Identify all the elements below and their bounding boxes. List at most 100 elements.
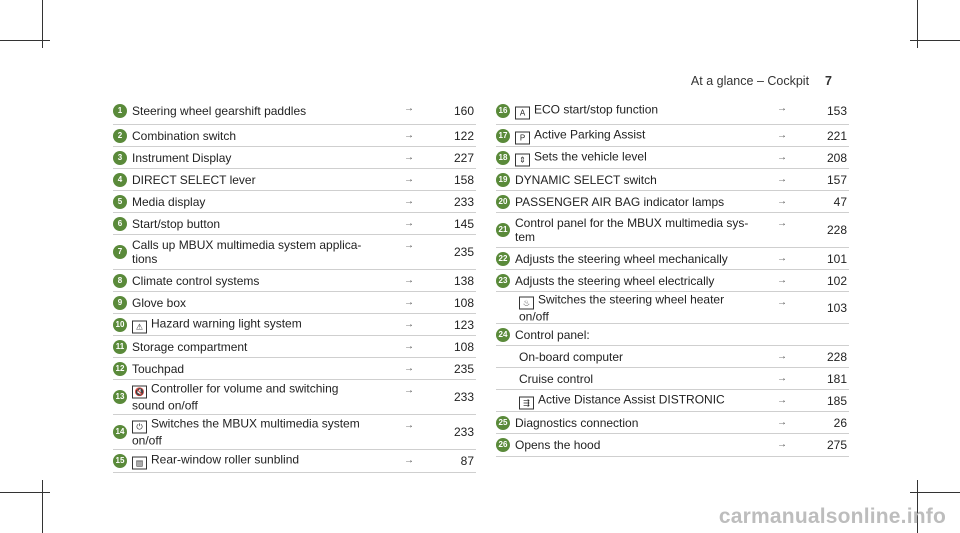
- item-label: Climate control systems: [132, 274, 402, 288]
- page-reference[interactable]: 228: [826, 349, 847, 364]
- page-reference[interactable]: 138: [453, 273, 474, 288]
- vehicle-level-icon: ⇕: [515, 153, 530, 166]
- item-number-badge: 15: [113, 454, 127, 468]
- item-number-badge: 24: [496, 327, 510, 342]
- page-reference[interactable]: 153: [826, 104, 847, 118]
- page-reference[interactable]: 102: [826, 273, 847, 288]
- item-text: Storage compartment: [132, 339, 248, 354]
- item-text: On-board computer: [519, 349, 624, 364]
- page-reference[interactable]: 233: [453, 194, 474, 209]
- item-label: DIRECT SELECT lever: [132, 173, 402, 187]
- item-text: Controller for volume and switching soun…: [132, 381, 339, 413]
- item-text: Media display: [132, 194, 206, 209]
- page-reference[interactable]: 185: [826, 393, 847, 408]
- item-label: Media display: [132, 195, 402, 209]
- page-reference[interactable]: 158: [453, 172, 474, 187]
- item-label: Combination switch: [132, 129, 402, 143]
- arrow-icon: →: [404, 385, 414, 396]
- item-label: ⇶ Active Distance Assist DISTRONIC: [519, 392, 789, 409]
- arrow-icon: →: [777, 253, 787, 264]
- item-label: Start/stop button: [132, 217, 402, 231]
- left-column: 1 Steering wheel gearshift paddles → 160 2 Co…: [113, 98, 476, 473]
- item-text: Control panel:: [515, 327, 590, 342]
- page-reference[interactable]: 235: [453, 361, 474, 376]
- list-item: 17 P Active Parking Assist → 221: [496, 125, 849, 147]
- mute-icon: 🔇: [132, 385, 147, 399]
- list-item: 16 A ECO start/stop function → 153: [496, 98, 849, 125]
- item-number-badge: 1: [113, 104, 127, 118]
- page-reference[interactable]: 227: [453, 150, 474, 165]
- arrow-icon: →: [404, 103, 414, 114]
- parking-icon: P: [515, 131, 530, 144]
- item-text: PASSENGER AIR BAG indicator lamps: [515, 194, 725, 209]
- page-reference[interactable]: 101: [826, 251, 847, 266]
- list-item: 19 DYNAMIC SELECT switch → 157: [496, 169, 849, 191]
- page-reference[interactable]: 275: [826, 438, 847, 452]
- page-reference[interactable]: 181: [826, 371, 847, 386]
- item-number-badge: 8: [113, 273, 127, 288]
- page-reference[interactable]: 233: [453, 390, 474, 404]
- arrow-icon: →: [777, 152, 787, 163]
- page-reference[interactable]: 123: [453, 317, 474, 332]
- page-reference[interactable]: 87: [460, 454, 474, 468]
- arrow-icon: →: [777, 417, 787, 428]
- arrow-icon: →: [404, 218, 414, 229]
- item-text: Active Distance Assist DISTRONIC: [538, 392, 725, 406]
- page-reference[interactable]: 47: [833, 194, 847, 209]
- page-reference[interactable]: 233: [453, 425, 474, 439]
- list-item: 11 Storage compartment → 108: [113, 336, 476, 358]
- page-reference[interactable]: 228: [826, 223, 847, 237]
- page-reference[interactable]: 122: [453, 128, 474, 143]
- arrow-icon: →: [404, 275, 414, 286]
- arrow-icon: →: [777, 130, 787, 141]
- item-label: Adjusts the steering wheel electrically: [515, 274, 785, 288]
- list-item: 24 Control panel:: [496, 324, 849, 346]
- item-number-badge: 11: [113, 339, 127, 354]
- item-label: On-board computer: [519, 350, 789, 364]
- arrow-icon: →: [777, 439, 787, 450]
- page-reference[interactable]: 103: [826, 300, 847, 315]
- item-label: Adjusts the steering wheel mechanically: [515, 252, 785, 266]
- list-item: 8 Climate control systems → 138: [113, 270, 476, 292]
- page-reference[interactable]: 145: [453, 216, 474, 231]
- item-text: Hazard warning light system: [151, 316, 302, 330]
- item-label: ⏻ Switches the MBUX multimedia system on/…: [132, 417, 402, 448]
- list-item: 7 Calls up MBUX multimedia system applica…: [113, 235, 476, 270]
- arrow-icon: →: [777, 103, 787, 114]
- item-number-badge: 21: [496, 223, 510, 237]
- item-text: Switches the steering wheel heater on/of…: [519, 292, 725, 323]
- arrow-icon: →: [777, 395, 787, 406]
- page-reference[interactable]: 235: [453, 245, 474, 259]
- item-label: ♨ Switches the steering wheel heater on/o…: [519, 292, 789, 323]
- page-reference[interactable]: 26: [833, 415, 847, 430]
- item-number-badge: 17: [496, 128, 510, 143]
- hazard-icon: ⚠: [132, 320, 147, 333]
- page-reference[interactable]: 160: [453, 104, 474, 118]
- item-text: Instrument Display: [132, 150, 232, 165]
- arrow-icon: →: [404, 174, 414, 185]
- arrow-icon: →: [777, 297, 787, 308]
- item-number-badge: 7: [113, 245, 127, 259]
- item-label: Diagnostics connection: [515, 416, 785, 430]
- item-label: 🔇 Controller for volume and switching sou…: [132, 382, 402, 413]
- item-label: Calls up MBUX multimedia system applica-…: [132, 238, 402, 266]
- list-item: 26 Opens the hood → 275: [496, 434, 849, 457]
- page-reference[interactable]: 221: [826, 128, 847, 143]
- item-number-badge: 10: [113, 317, 127, 332]
- eco-icon: A: [515, 106, 530, 120]
- item-text: Start/stop button: [132, 216, 221, 231]
- list-item: 15 ▤ Rear-window roller sunblind → 87: [113, 450, 476, 473]
- page-reference[interactable]: 108: [453, 339, 474, 354]
- page-reference[interactable]: 208: [826, 150, 847, 165]
- item-text: Switches the MBUX multimedia system on/o…: [132, 416, 360, 448]
- section-title: At a glance – Cockpit: [690, 74, 810, 88]
- item-text: Adjusts the steering wheel electrically: [515, 273, 715, 288]
- page-reference[interactable]: 157: [826, 172, 847, 187]
- item-text: ECO start/stop function: [534, 102, 659, 117]
- item-number-badge: 14: [113, 425, 127, 439]
- arrow-icon: →: [777, 174, 787, 185]
- page-reference[interactable]: 108: [453, 295, 474, 310]
- item-number-badge: 26: [496, 438, 510, 452]
- item-label: A ECO start/stop function: [515, 103, 785, 120]
- item-number-badge: 19: [496, 172, 510, 187]
